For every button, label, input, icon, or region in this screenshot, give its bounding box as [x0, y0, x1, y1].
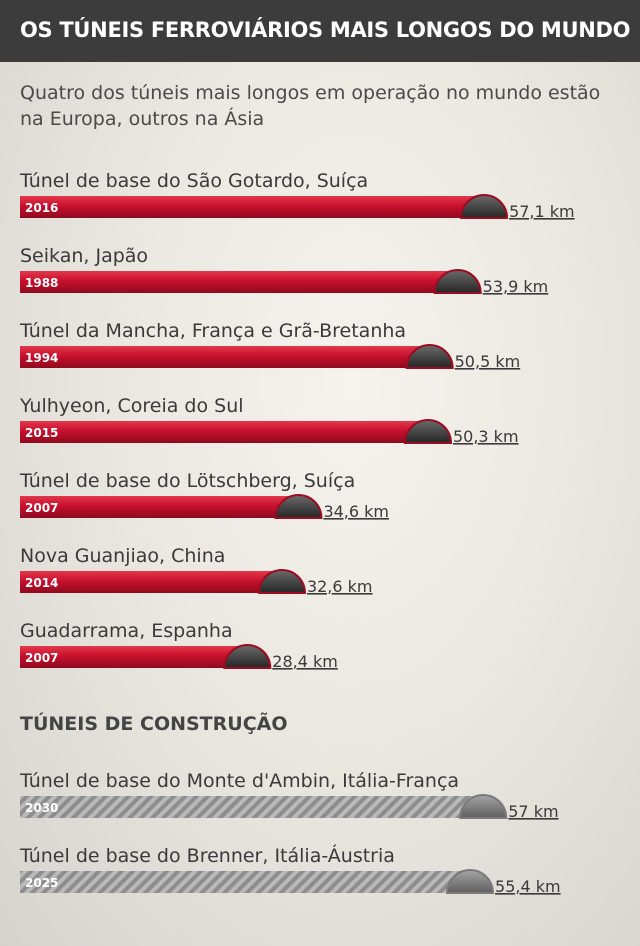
- tunnel-length-bar: [20, 646, 255, 668]
- subtitle: Quatro dos túneis mais longos em operaçã…: [20, 82, 601, 130]
- tunnel-portal-cap: [460, 194, 509, 219]
- tunnel-portal-cap: [433, 269, 482, 294]
- tunnel-name-label: Túnel de base do Monte d'Ambin, Itália-F…: [19, 770, 459, 792]
- tunnel-length-bar: [20, 421, 435, 443]
- tunnel-length-bar: [20, 496, 306, 518]
- tunnel-name-label: Túnel de base do Lötschberg, Suíça: [19, 470, 355, 492]
- tunnel-year-label: 2016: [25, 201, 58, 215]
- tunnel-year-label: 2015: [25, 426, 58, 440]
- header-bar: OS TÚNEIS FERROVIÁRIOS MAIS LONGOS DO MU…: [0, 0, 640, 62]
- tunnel-length-bar: [20, 271, 465, 293]
- tunnel-year-label: 1994: [25, 351, 58, 365]
- tunnel-portal-cap: [274, 494, 323, 519]
- tunnel-portal-cap: [403, 419, 452, 444]
- tunnel-name-label: Guadarrama, Espanha: [20, 620, 233, 642]
- construction-section-title: TÚNEIS DE CONSTRUÇÃO: [20, 713, 288, 735]
- tunnel-name-label: Túnel da Mancha, França e Grã-Bretanha: [19, 320, 406, 342]
- tunnel-length-value: 57,1 km: [509, 202, 575, 221]
- tunnel-length-bar: [20, 871, 478, 893]
- tunnel-length-value: 28,4 km: [272, 652, 338, 671]
- tunnel-length-value: 32,6 km: [307, 577, 373, 596]
- tunnel-length-bar: [20, 196, 492, 218]
- tunnel-length-value: 50,3 km: [453, 427, 519, 446]
- tunnel-length-value: 34,6 km: [323, 502, 389, 521]
- tunnel-length-value: 53,9 km: [483, 277, 549, 296]
- tunnel-year-label: 2025: [25, 876, 58, 890]
- tunnel-length-bar: [20, 346, 437, 368]
- tunnel-name-label: Túnel de base do Brenner, Itália-Áustria: [19, 844, 395, 867]
- tunnel-year-label: 2007: [25, 651, 58, 665]
- tunnel-portal-cap: [446, 869, 495, 894]
- tunnel-length-bar: [20, 571, 289, 593]
- tunnel-portal-cap: [257, 569, 306, 594]
- tunnel-year-label: 1988: [25, 276, 58, 290]
- tunnel-length-value: 50,5 km: [455, 352, 521, 371]
- tunnel-length-bar: [20, 796, 491, 818]
- tunnel-name-label: Seikan, Japão: [20, 245, 148, 267]
- tunnel-length-value: 55,4 km: [495, 877, 561, 896]
- tunnel-year-label: 2007: [25, 501, 58, 515]
- tunnel-name-label: Túnel de base do São Gotardo, Suíça: [19, 170, 368, 192]
- tunnel-year-label: 2014: [25, 576, 58, 590]
- tunnel-year-label: 2030: [25, 801, 58, 815]
- tunnel-portal-cap: [459, 794, 508, 819]
- tunnel-name-label: Yulhyeon, Coreia do Sul: [19, 395, 244, 417]
- page-title: OS TÚNEIS FERROVIÁRIOS MAIS LONGOS DO MU…: [20, 18, 631, 42]
- tunnel-length-value: 57 km: [508, 802, 558, 821]
- tunnel-name-label: Nova Guanjiao, China: [20, 545, 225, 567]
- tunnel-portal-cap: [405, 344, 454, 369]
- tunnel-portal-cap: [223, 644, 272, 669]
